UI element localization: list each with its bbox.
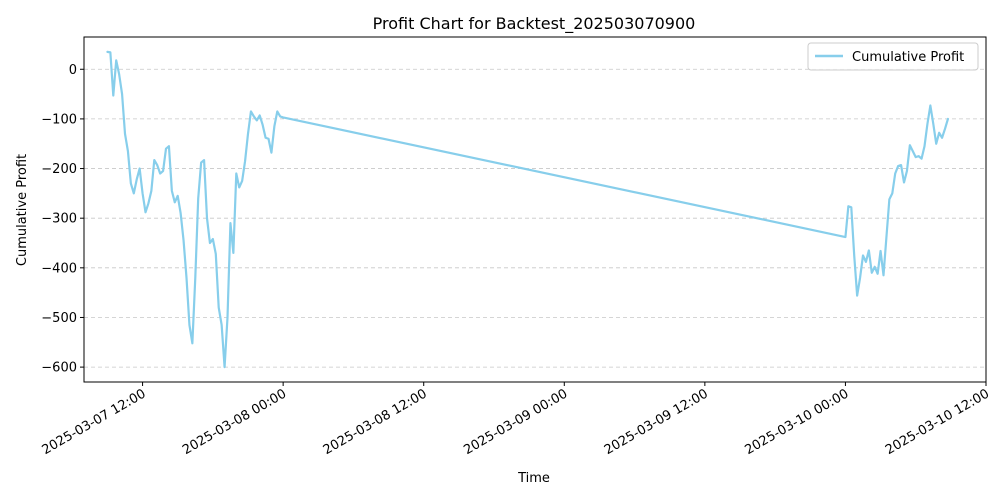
x-axis-label: Time bbox=[517, 471, 550, 486]
chart-title: Profit Chart for Backtest_202503070900 bbox=[373, 14, 696, 34]
y-tick-label: −500 bbox=[41, 311, 77, 326]
legend-box bbox=[807, 42, 979, 71]
y-tick-label: 0 bbox=[69, 63, 77, 78]
legend: Cumulative Profit bbox=[807, 42, 979, 71]
y-axis: 0 −100 −200 −300 −400 −500 −600 bbox=[41, 63, 84, 376]
y-axis-label: Cumulative Profit bbox=[15, 154, 30, 266]
legend-label: Cumulative Profit bbox=[852, 50, 964, 65]
plot-frame bbox=[83, 36, 987, 383]
y-tick-label: −100 bbox=[41, 112, 77, 127]
series-layer bbox=[106, 50, 950, 369]
y-tick-label: −400 bbox=[41, 261, 77, 276]
series-line bbox=[106, 50, 950, 369]
y-tick-label: −300 bbox=[41, 212, 77, 227]
y-tick-label: −200 bbox=[41, 162, 77, 177]
y-tick-label: −600 bbox=[41, 361, 77, 376]
